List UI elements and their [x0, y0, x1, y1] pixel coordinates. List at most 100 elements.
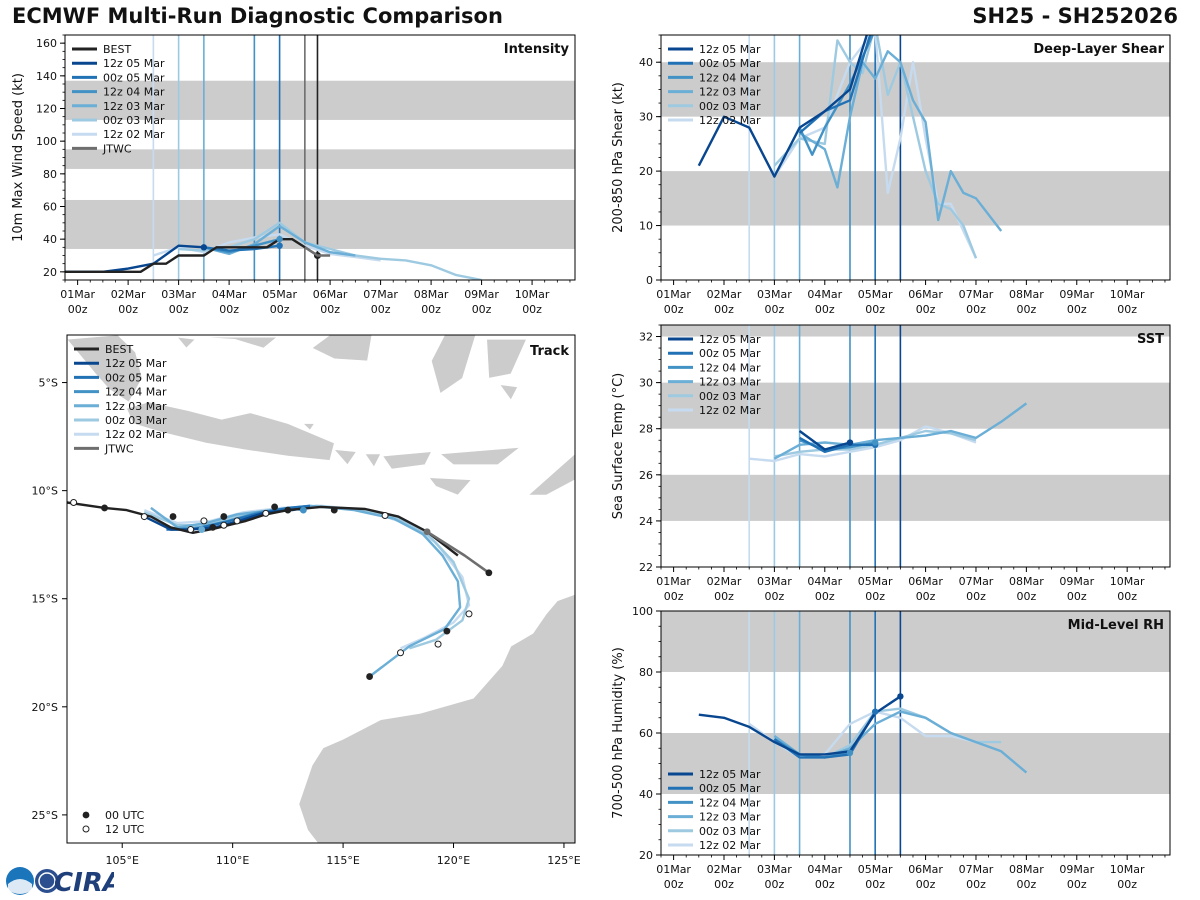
- bali-land: [333, 449, 357, 466]
- sst-xtick-label: 00z: [765, 590, 785, 603]
- sst-category-band: [661, 474, 1170, 521]
- intensity-legend-label: JTWC: [102, 142, 132, 155]
- sst-xtick-label: 09Mar: [1059, 575, 1094, 588]
- sst-ytick-label: 28: [639, 423, 653, 436]
- sst-xtick-label: 03Mar: [757, 575, 792, 588]
- shear-xtick-label: 00z: [865, 303, 885, 316]
- marker-legend-label: 12 UTC: [105, 823, 145, 836]
- shear-ytick-label: 30: [639, 111, 653, 124]
- rh-xtick-label: 04Mar: [807, 863, 842, 876]
- madura-land: [302, 423, 315, 431]
- noaa-wave-icon: [8, 879, 32, 894]
- rh-xtick-label: 00z: [966, 878, 986, 891]
- shear-series-line: [697, 35, 869, 178]
- track-legend-label: 12z 05 Mar: [105, 357, 167, 370]
- intensity-series-line: [203, 224, 356, 257]
- intensity-ytick-label: 100: [36, 135, 57, 148]
- rh-xtick-label: 07Mar: [959, 863, 994, 876]
- track-legend-label: BEST: [105, 343, 133, 356]
- rh-xtick-label: 00z: [1117, 878, 1137, 891]
- track-lon-label: 125°E: [547, 854, 580, 867]
- sst-xtick-label: 06Mar: [908, 575, 943, 588]
- shear-xtick-label: 01Mar: [656, 288, 691, 301]
- track-marker-12utc: [434, 640, 442, 648]
- shear-plot-area: [661, 35, 1170, 280]
- rh-xtick-label: 09Mar: [1059, 863, 1094, 876]
- sst-panel: 22 24 26 28 30 32 01Mar 00z 02Mar 00z 03Mar 00z 04Ma…: [611, 324, 1171, 603]
- intensity-xtick-label: 00z: [371, 303, 391, 316]
- rh-category-band: [661, 611, 1170, 672]
- sst-xtick-label: 07Mar: [959, 575, 994, 588]
- track-lon-label: 105°E: [105, 854, 138, 867]
- cira-logo: CIRA: [6, 867, 114, 898]
- track-marker-00utc: [220, 513, 228, 520]
- intensity-category-band: [65, 199, 575, 249]
- sst-legend-label: 12z 04 Mar: [699, 361, 761, 374]
- intensity-xtick-label: 00z: [219, 303, 239, 316]
- intensity-legend-label: 00z 03 Mar: [103, 114, 165, 127]
- rh-xtick-label: 00z: [765, 878, 785, 891]
- sst-xtick-label: 08Mar: [1009, 575, 1044, 588]
- shear-xtick-label: 00z: [1067, 303, 1087, 316]
- shear-xtick-label: 03Mar: [757, 288, 792, 301]
- intensity-xtick-label: 01Mar: [60, 288, 95, 301]
- shear-xtick-label: 07Mar: [959, 288, 994, 301]
- rh-xtick-label: 00z: [916, 878, 936, 891]
- intensity-xtick-label: 00z: [320, 303, 340, 316]
- intensity-ytick-label: 40: [43, 233, 57, 246]
- track-marker-00utc: [366, 673, 373, 680]
- sst-run-marker: [846, 439, 854, 446]
- sst-frame: [660, 324, 1171, 568]
- sst-xtick-label: 00z: [916, 590, 936, 603]
- shear-xtick-label: 00z: [765, 303, 785, 316]
- sst-xtick-label: 01Mar: [656, 575, 691, 588]
- shear-xtick-label: 00z: [966, 303, 986, 316]
- track-marker-12utc: [140, 513, 148, 521]
- shear-ytick-label: 40: [639, 56, 653, 69]
- intensity-ytick-label: 160: [36, 37, 57, 50]
- intensity-xtick-label: 00z: [421, 303, 441, 316]
- rh-xtick-label: 03Mar: [757, 863, 792, 876]
- rh-ytick-label: 80: [639, 666, 653, 679]
- shear-title: Deep-Layer Shear: [1033, 42, 1164, 57]
- intensity-best-line: [65, 237, 319, 273]
- shear-xtick-label: 00z: [664, 303, 684, 316]
- marker-legend-12utc-icon: [82, 825, 90, 833]
- shear-panel: 0 10 20 30 40 01Mar 00z 02Mar 00z 03Mar 00z 04Mar 00…: [611, 34, 1171, 316]
- track-lat-label: 25°S: [32, 809, 58, 822]
- shear-ylabel: 200-850 hPa Shear (kt): [611, 82, 626, 233]
- track-legend-label: 12z 04 Mar: [105, 386, 167, 399]
- track-marker-12utc: [70, 499, 78, 507]
- rh-plot-area: [661, 611, 1170, 855]
- sst-xtick-label: 00z: [1117, 590, 1137, 603]
- shear-xtick-label: 09Mar: [1059, 288, 1094, 301]
- track-marker-12utc: [381, 512, 389, 520]
- track-marker-00utc: [423, 528, 431, 536]
- rh-legend-label: 00z 03 Mar: [699, 825, 761, 838]
- track-marker-00utc: [299, 506, 307, 514]
- intensity-legend-label: 12z 04 Mar: [103, 86, 165, 99]
- track-lat-label: 15°S: [32, 593, 58, 606]
- intensity-legend-label: 12z 02 Mar: [103, 128, 165, 141]
- intensity-run-marker: [200, 244, 208, 251]
- sst-plot-area: [661, 325, 1170, 567]
- rh-ylabel: 700-500 hPa Humidity (%): [611, 647, 626, 819]
- shear-xtick-label: 00z: [714, 303, 734, 316]
- rh-category-band: [661, 733, 1170, 794]
- shear-series-line: [798, 50, 1003, 232]
- track-marker-12utc: [465, 610, 473, 618]
- track-marker-00utc: [485, 569, 493, 577]
- rh-panel: 20 40 60 80 100 01Mar 00z 02Mar 00z 03Mar 00z 04Mar…: [611, 605, 1171, 891]
- shear-xtick-label: 10Mar: [1110, 288, 1145, 301]
- track-series-line: [150, 504, 462, 678]
- track-lat-label: 20°S: [32, 701, 58, 714]
- rh-xtick-label: 00z: [664, 878, 684, 891]
- shear-legend-label: 12z 03 Mar: [699, 86, 761, 99]
- intensity-xtick-label: 03Mar: [161, 288, 196, 301]
- sumbawa-land: [382, 451, 432, 470]
- sst-legend-label: 12z 03 Mar: [699, 376, 761, 389]
- intensity-xtick-label: 04Mar: [212, 288, 247, 301]
- intensity-ytick-label: 20: [43, 266, 57, 279]
- shear-legend-label: 12z 04 Mar: [699, 71, 761, 84]
- track-lon-label: 110°E: [216, 854, 249, 867]
